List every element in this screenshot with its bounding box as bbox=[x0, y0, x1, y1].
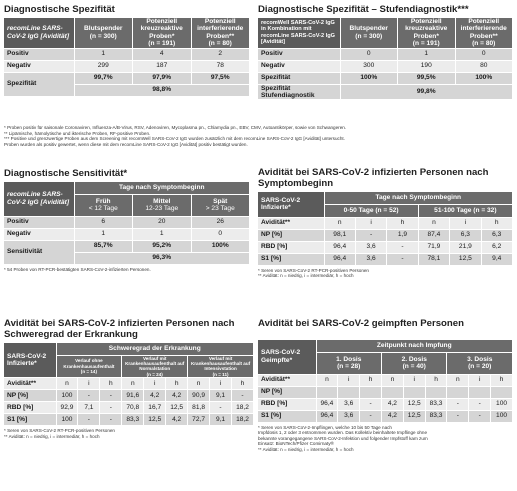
section-avidity-severity: Avidität bei SARS-CoV-2 infizierten Pers… bbox=[4, 318, 254, 439]
table-row: Negativ 1 1 0 bbox=[4, 228, 250, 241]
section-title: Avidität bei SARS-CoV-2 infizierten Pers… bbox=[4, 318, 235, 340]
col-header: Mittel 12-23 Tage bbox=[132, 194, 192, 217]
section-avidity-symptom-onset: Avidität bei SARS-CoV-2 infizierten Pers… bbox=[258, 167, 514, 279]
specificity-table: recomLine SARS-CoV-2 IgG [Avidität] Blut… bbox=[4, 18, 250, 97]
group-header: Tage nach Symptombeginn bbox=[74, 182, 250, 195]
col-header: Potenziell kreuzreaktive Proben* (n = 191… bbox=[132, 18, 192, 49]
specificity-footnotes: * Proben positiv für saisonale Coronavir… bbox=[4, 125, 347, 147]
avidity-vaccinated-table: SARS-CoV-2 Geimpfte* Zeitpunkt nach Impf… bbox=[258, 340, 513, 423]
col-header: Potenziell kreuzreaktive Proben* (n = 191… bbox=[397, 18, 456, 49]
section-specificity-staged: Diagnostische Spezifität – Stufendiagnos… bbox=[258, 4, 513, 101]
table-row: Sensitivität 85,7% 95,2% 100% bbox=[4, 240, 250, 265]
sensitivity-footnote: * 54 Proben von RT-PCR-bestätigten SARS-… bbox=[4, 266, 151, 272]
table-row: Positiv 6 20 26 bbox=[4, 216, 250, 229]
section-sensitivity: Diagnostische Sensitivität* recomLine SA… bbox=[4, 168, 250, 272]
table-row: Positiv 0 1 0 bbox=[258, 48, 513, 61]
table-row: Negativ 300 190 80 bbox=[258, 60, 513, 73]
sensitivity-table: recomLine SARS-CoV-2 IgG [Avidität] Tage… bbox=[4, 182, 250, 265]
staged-specificity-table: recomWell SARS-CoV-2 IgG in Kombination … bbox=[258, 18, 513, 101]
avidity-onset-table: SARS-CoV-2 Infizierte* Tage nach Symptom… bbox=[258, 192, 514, 266]
table-corner-label: SARS-CoV-2 Geimpfte* bbox=[258, 340, 317, 375]
col-header: Blutspender (n = 300) bbox=[340, 18, 398, 49]
table-row: 98,8% bbox=[4, 84, 250, 97]
col-header: 3. Dosis (n = 20) bbox=[446, 352, 513, 375]
col-header: Potenziell interferierende Proben** (n = … bbox=[191, 18, 250, 49]
avidity-severity-table: SARS-CoV-2 Infizierte* Schweregrad der E… bbox=[4, 343, 254, 427]
col-header: Verlauf ohne Krankenhausaufenthalt (n = 1… bbox=[56, 355, 123, 379]
section-avidity-vaccinated: Avidität bei SARS-CoV-2 geimpften Person… bbox=[258, 318, 513, 452]
table-row: NP [%] bbox=[258, 386, 513, 399]
avidity-severity-footnotes: * Seren von SARS-CoV-2 RT-PCR-positiven … bbox=[4, 428, 115, 439]
col-header: Verlauf mit Krankenhausaufenthalt auf No… bbox=[121, 355, 189, 379]
group-header: Schweregrad der Erkrankung bbox=[56, 343, 254, 356]
col-header: Blutspender (n = 300) bbox=[74, 18, 133, 49]
table-row: 96,3% bbox=[4, 252, 250, 265]
table-corner-label: recomLine SARS-CoV-2 IgG [Avidität] bbox=[4, 18, 75, 49]
table-row: RBD [%] 92,9 7,1- 70,8 16,7 12,5 81,8-18,2 bbox=[4, 401, 254, 415]
table-row: NP [%] 98,1-1,9 87,4 6,3 6,3 bbox=[258, 229, 514, 242]
col-header: Potenziell interferierende Proben** (n = … bbox=[455, 18, 513, 49]
table-row: S1 [%] 96,4 3,6- 78,1 12,5 9,4 bbox=[258, 253, 514, 266]
table-corner-label: SARS-CoV-2 Infizierte* bbox=[258, 192, 325, 218]
table-row: Negativ 299 187 78 bbox=[4, 60, 250, 73]
avidity-onset-footnotes: * Seren von SARS-CoV-2 RT-PCR-positiven … bbox=[258, 267, 369, 279]
table-row: Spezifität Stufendiagnostik 99,8% bbox=[258, 84, 513, 101]
section-title: Diagnostische Spezifität bbox=[4, 4, 115, 15]
table-row: RBD [%] 96,4 3,6- 4,2 12,5 83,3 - -100 bbox=[258, 398, 513, 411]
group-header: Zeitpunkt nach Impfung bbox=[316, 340, 513, 353]
table-corner-label: recomLine SARS-CoV-2 IgG [Avidität] bbox=[4, 182, 75, 217]
col-header: 51-100 Tage (n = 32) bbox=[418, 204, 514, 218]
table-row: NP [%] 100- - 91,6 4,2 4,2 90,9 9,1- bbox=[4, 389, 254, 403]
table-row: S1 [%] 100- - 83,3 12,5 4,2 72,7 9,1 18,2 bbox=[4, 413, 254, 427]
col-header: 1. Dosis (n = 28) bbox=[316, 352, 382, 375]
section-title: Avidität bei SARS-CoV-2 infizierten Pers… bbox=[258, 167, 489, 189]
table-corner-label: SARS-CoV-2 Infizierte* bbox=[4, 343, 57, 379]
table-corner-label: recomWell SARS-CoV-2 IgG in Kombination … bbox=[258, 18, 341, 49]
section-specificity: Diagnostische Spezifität recomLine SARS-… bbox=[4, 4, 250, 97]
table-row: Spezifität 100% 99,5% 100% bbox=[258, 72, 513, 85]
table-row: S1 [%] 96,4 3,6- 4,2 12,5 83,3 - -100 bbox=[258, 410, 513, 423]
group-header: Tage nach Symptombeginn bbox=[324, 192, 513, 205]
avidity-vaccinated-footnotes: * Seren von SARS-CoV-2-Impflingen, welch… bbox=[258, 424, 428, 452]
table-row: Spezifität 99,7% 97,9% 97,5% bbox=[4, 72, 250, 97]
col-header: Früh < 12 Tage bbox=[74, 194, 133, 217]
table-row: Positiv 1 4 2 bbox=[4, 48, 250, 61]
section-title: Avidität bei SARS-CoV-2 geimpften Person… bbox=[258, 318, 464, 329]
section-title: Diagnostische Spezifität – Stufendiagnos… bbox=[258, 4, 469, 15]
col-header: 0-50 Tage (n = 52) bbox=[324, 204, 419, 218]
table-row: RBD [%] 96,4 3,6- 71,9 21,9 6,2 bbox=[258, 241, 514, 254]
section-title: Diagnostische Sensitivität* bbox=[4, 168, 128, 179]
col-header: 2. Dosis (n = 40) bbox=[381, 352, 448, 375]
col-header: Verlauf mit Krankenhausaufenthalt auf In… bbox=[187, 355, 254, 379]
col-header: Spät > 23 Tage bbox=[191, 194, 250, 217]
